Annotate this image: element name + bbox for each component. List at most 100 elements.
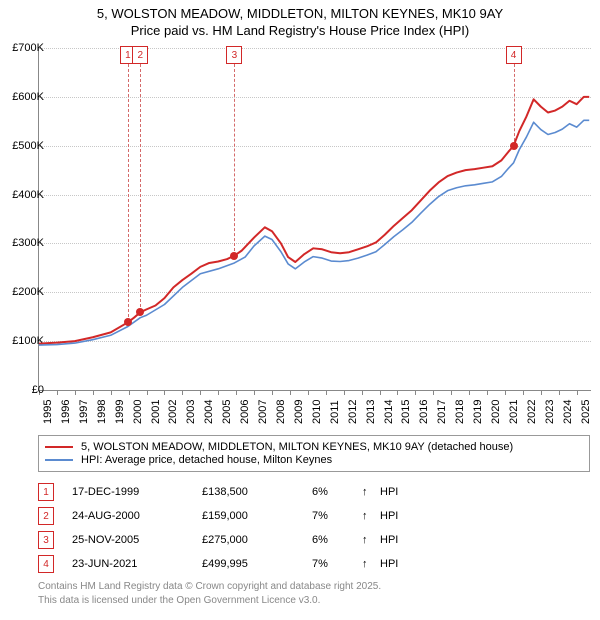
transaction-price: £499,995 [202,558,312,570]
marker-dot [136,308,144,316]
x-axis-tick-label: 2020 [490,400,502,424]
x-axis-tick [344,390,345,395]
x-axis-tick [487,390,488,395]
x-axis-tick [308,390,309,395]
transaction-price: £159,000 [202,510,312,522]
x-axis-tick-label: 2024 [562,400,574,424]
transaction-hpi-label: HPI [380,486,398,498]
x-axis-tick [577,390,578,395]
x-axis-tick-label: 1998 [96,400,108,424]
x-axis-tick [415,390,416,395]
transaction-price: £138,500 [202,486,312,498]
transaction-hpi-label: HPI [380,558,398,570]
x-axis-tick-label: 2004 [203,400,215,424]
x-axis-tick-label: 2017 [436,400,448,424]
marker-dot [124,318,132,326]
up-arrow-icon: ↑ [362,534,380,546]
x-axis-tick [380,390,381,395]
footer-line-1: Contains HM Land Registry data © Crown c… [38,580,590,594]
transaction-row: 4 23-JUN-2021£499,9957%↑HPI [38,552,590,576]
x-axis-tick [433,390,434,395]
x-axis-tick [523,390,524,395]
x-axis-tick [254,390,255,395]
marker-label-box: 4 [506,46,522,64]
transactions-table: 117-DEC-1999£138,5006%↑HPI224-AUG-2000£1… [38,480,590,576]
x-axis-tick-label: 1999 [114,400,126,424]
transaction-date: 25-NOV-2005 [72,534,202,546]
x-axis-tick [451,390,452,395]
transaction-price: £275,000 [202,534,312,546]
x-axis-tick-label: 2025 [580,400,592,424]
x-axis-tick-label: 2019 [472,400,484,424]
legend-label: 5, WOLSTON MEADOW, MIDDLETON, MILTON KEY… [81,441,513,453]
x-axis-tick [129,390,130,395]
x-axis-tick [93,390,94,395]
chart-series-path [39,97,589,344]
x-axis-tick-label: 1997 [78,400,90,424]
chart-line-svg [39,48,591,390]
x-axis-tick [505,390,506,395]
x-axis-tick [200,390,201,395]
x-axis-tick [362,390,363,395]
x-axis-tick [397,390,398,395]
x-axis-tick-label: 2002 [167,400,179,424]
x-axis-tick-label: 2012 [347,400,359,424]
x-axis-tick [57,390,58,395]
transaction-index-box: 2 [38,507,54,525]
transaction-percent: 7% [312,558,362,570]
x-axis-tick-label: 2014 [383,400,395,424]
x-axis-tick-label: 2008 [275,400,287,424]
x-axis-tick [182,390,183,395]
x-axis-tick-label: 1996 [60,400,72,424]
marker-label-box: 2 [132,46,148,64]
up-arrow-icon: ↑ [362,510,380,522]
x-axis-tick-label: 2016 [418,400,430,424]
x-axis-tick-label: 1995 [42,400,54,424]
x-axis-tick-label: 2007 [257,400,269,424]
x-axis-tick-label: 2009 [293,400,305,424]
x-axis-tick [326,390,327,395]
transaction-row: 325-NOV-2005£275,0006%↑HPI [38,528,590,552]
x-axis-tick [164,390,165,395]
legend-row: 5, WOLSTON MEADOW, MIDDLETON, MILTON KEY… [45,441,583,453]
transaction-date: 17-DEC-1999 [72,486,202,498]
transaction-row: 117-DEC-1999£138,5006%↑HPI [38,480,590,504]
x-axis-tick [559,390,560,395]
chart-titles: 5, WOLSTON MEADOW, MIDDLETON, MILTON KEY… [0,0,600,38]
transaction-index-box: 4 [38,555,54,573]
footer-line-2: This data is licensed under the Open Gov… [38,594,590,608]
legend-swatch-series-1 [45,446,73,448]
transaction-hpi-label: HPI [380,510,398,522]
title-line-1: 5, WOLSTON MEADOW, MIDDLETON, MILTON KEY… [0,6,600,21]
x-axis-tick-label: 2010 [311,400,323,424]
transaction-percent: 6% [312,534,362,546]
x-axis-tick-label: 2005 [221,400,233,424]
legend-label: HPI: Average price, detached house, Milt… [81,454,332,466]
chart-plot-area: 1234 [38,48,591,391]
x-axis-tick [469,390,470,395]
x-axis-tick-label: 2000 [132,400,144,424]
x-axis-tick [290,390,291,395]
transaction-percent: 6% [312,486,362,498]
x-axis-tick [541,390,542,395]
legend-box: 5, WOLSTON MEADOW, MIDDLETON, MILTON KEY… [38,435,590,472]
transaction-row: 224-AUG-2000£159,0007%↑HPI [38,504,590,528]
marker-label-box: 3 [226,46,242,64]
up-arrow-icon: ↑ [362,486,380,498]
x-axis-tick [272,390,273,395]
transaction-percent: 7% [312,510,362,522]
x-axis-tick-label: 2001 [150,400,162,424]
x-axis-tick [75,390,76,395]
marker-dot [230,252,238,260]
x-axis-tick [147,390,148,395]
transaction-date: 23-JUN-2021 [72,558,202,570]
x-axis-tick-label: 2022 [526,400,538,424]
x-axis-tick-label: 2011 [329,400,341,424]
up-arrow-icon: ↑ [362,558,380,570]
footer-attribution: Contains HM Land Registry data © Crown c… [38,580,590,607]
legend-swatch-series-2 [45,459,73,461]
x-axis-tick [236,390,237,395]
transaction-hpi-label: HPI [380,534,398,546]
x-axis-tick-label: 2013 [365,400,377,424]
legend-row: HPI: Average price, detached house, Milt… [45,454,583,466]
